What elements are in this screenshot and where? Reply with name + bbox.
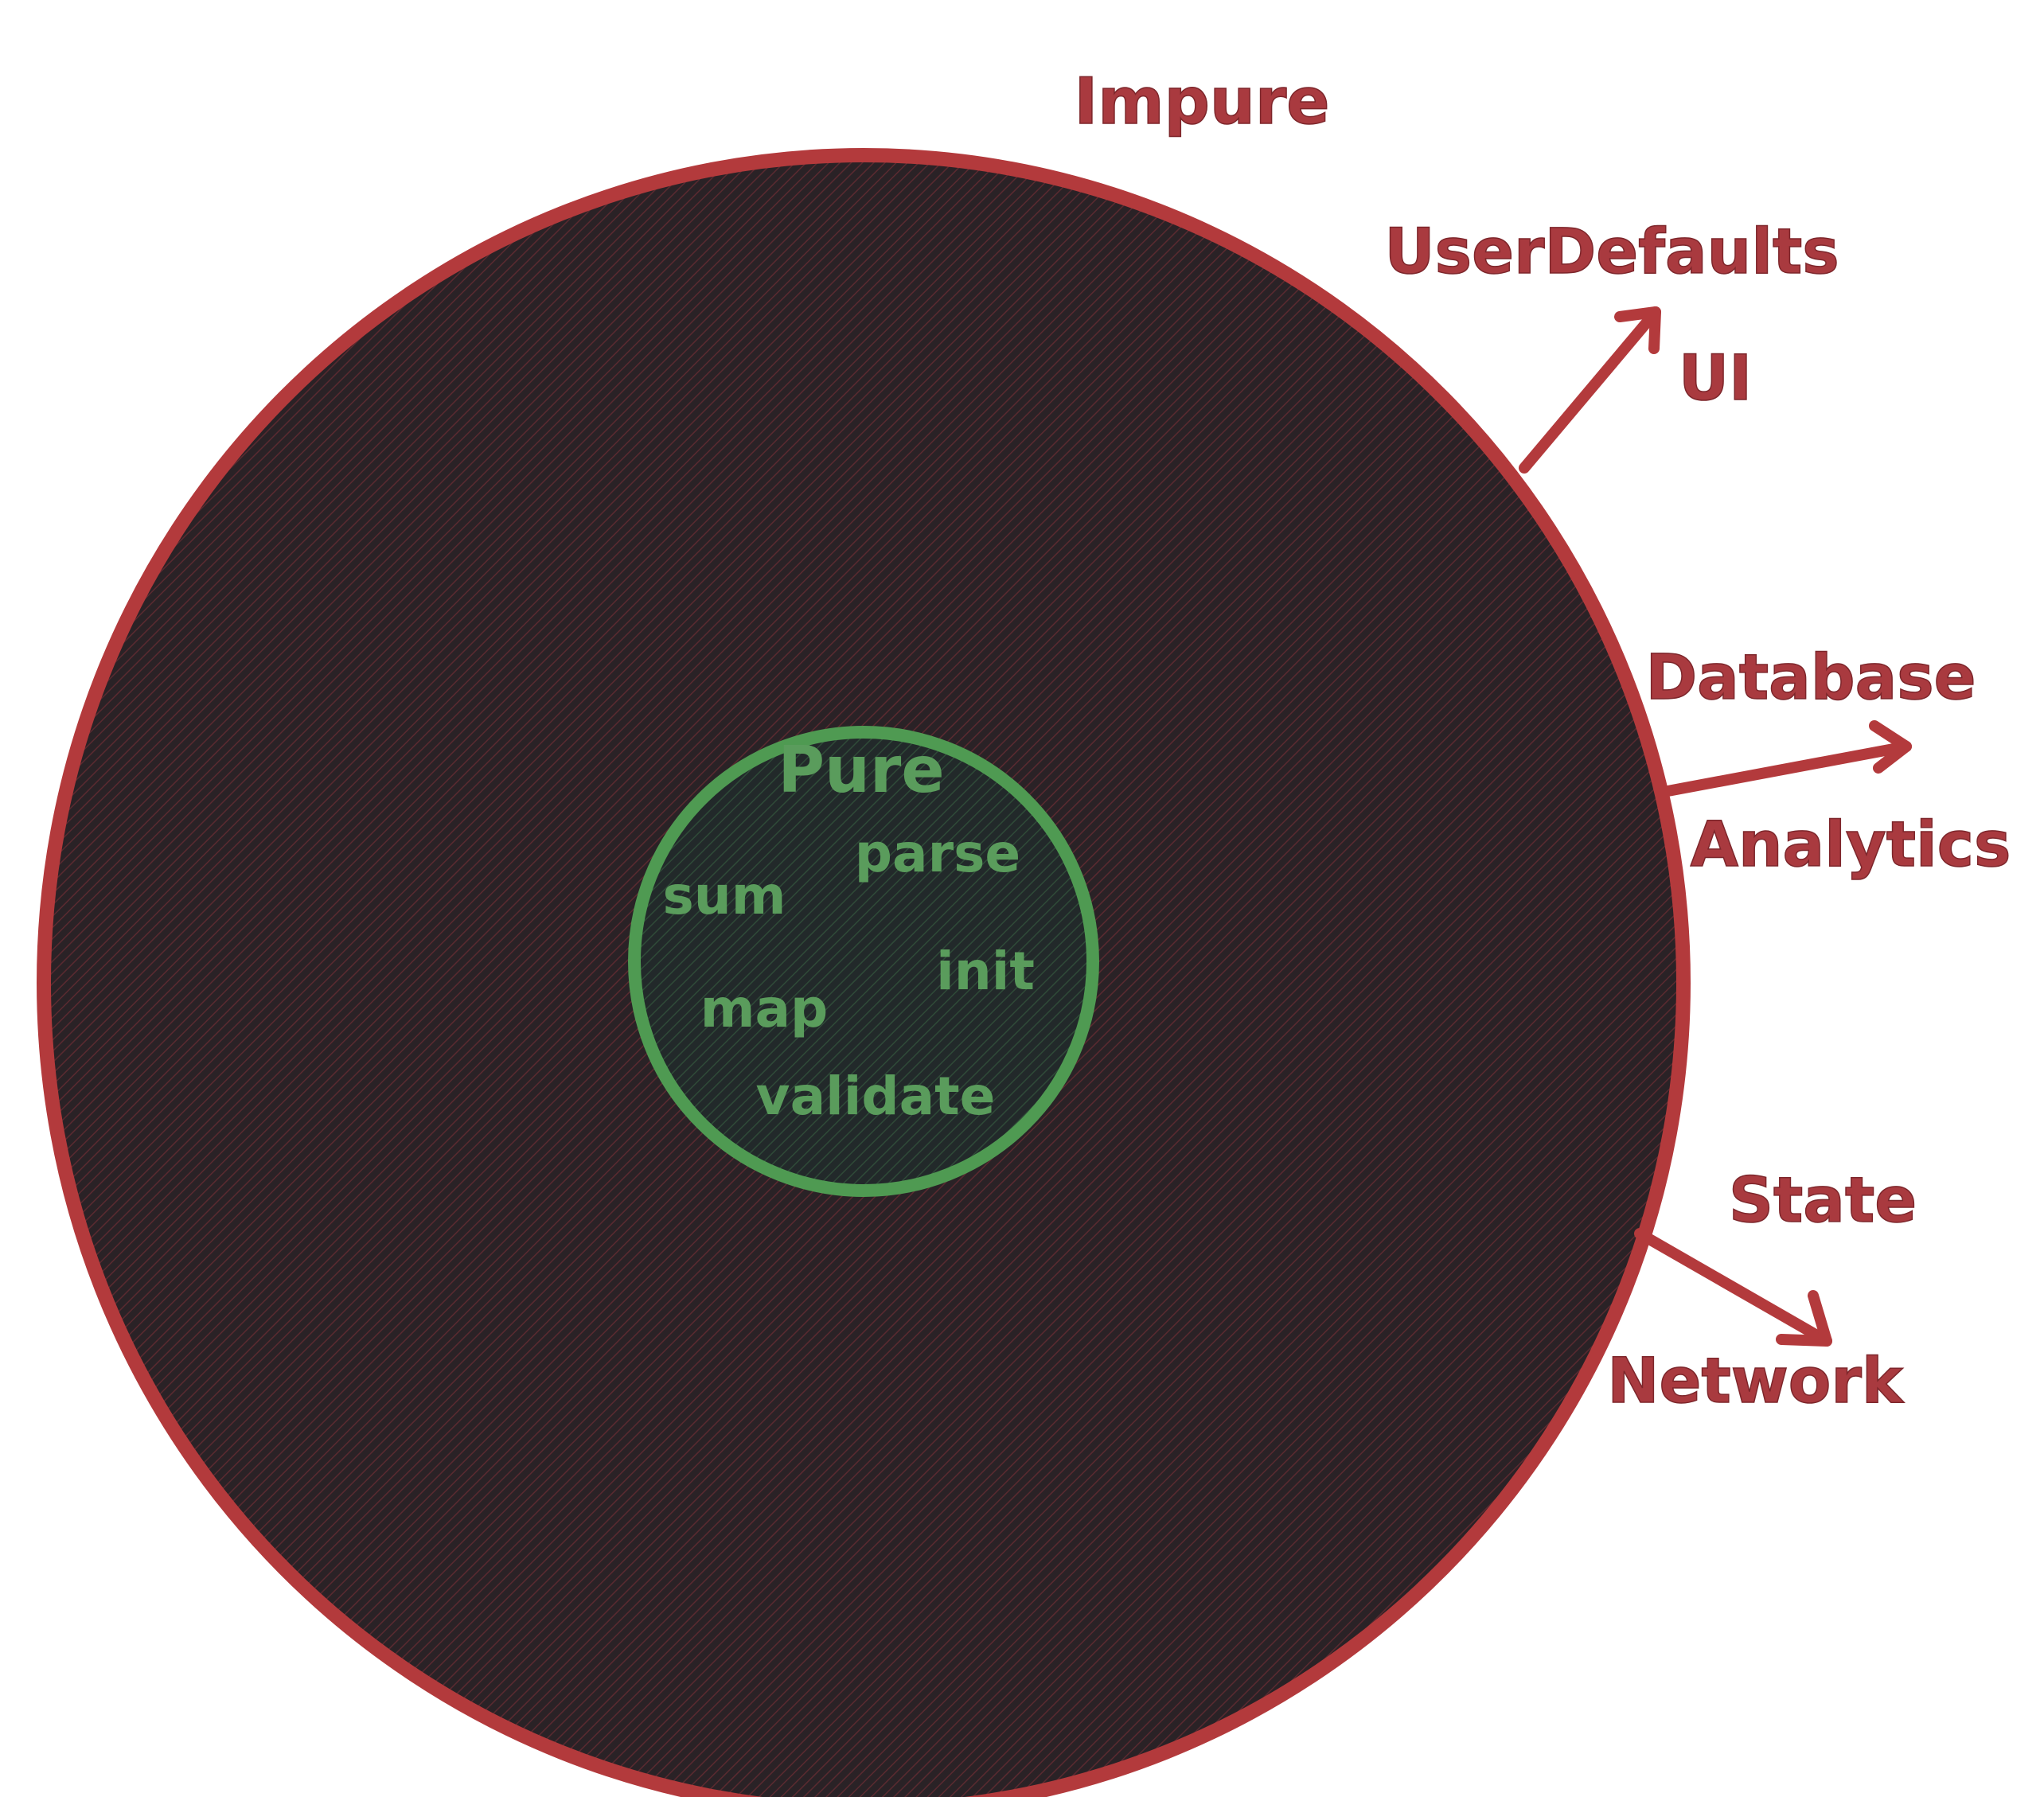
effect-label-analytics: Analytics: [1691, 809, 2011, 881]
impure-title: Impure: [1074, 64, 1329, 138]
function-label-sum: sum: [662, 865, 786, 926]
arrow-userdefaults-ui: [1519, 306, 1661, 474]
arrow-database-analytics: [1658, 720, 1912, 797]
effect-label-network: Network: [1607, 1346, 1905, 1417]
effect-label-userdefaults: UserDefaults: [1384, 216, 1839, 288]
effect-label-ui: UI: [1679, 343, 1752, 415]
effect-label-database: Database: [1645, 642, 1976, 714]
pure-circle: [628, 726, 1099, 1197]
function-label-parse: parse: [855, 823, 1020, 884]
function-label-map: map: [700, 978, 829, 1039]
arrow-state-network: [1634, 1228, 1832, 1347]
pure-title: Pure: [778, 733, 944, 807]
function-label-init: init: [936, 941, 1035, 1002]
function-label-validate: validate: [756, 1066, 996, 1127]
effect-label-state: State: [1729, 1165, 1917, 1237]
